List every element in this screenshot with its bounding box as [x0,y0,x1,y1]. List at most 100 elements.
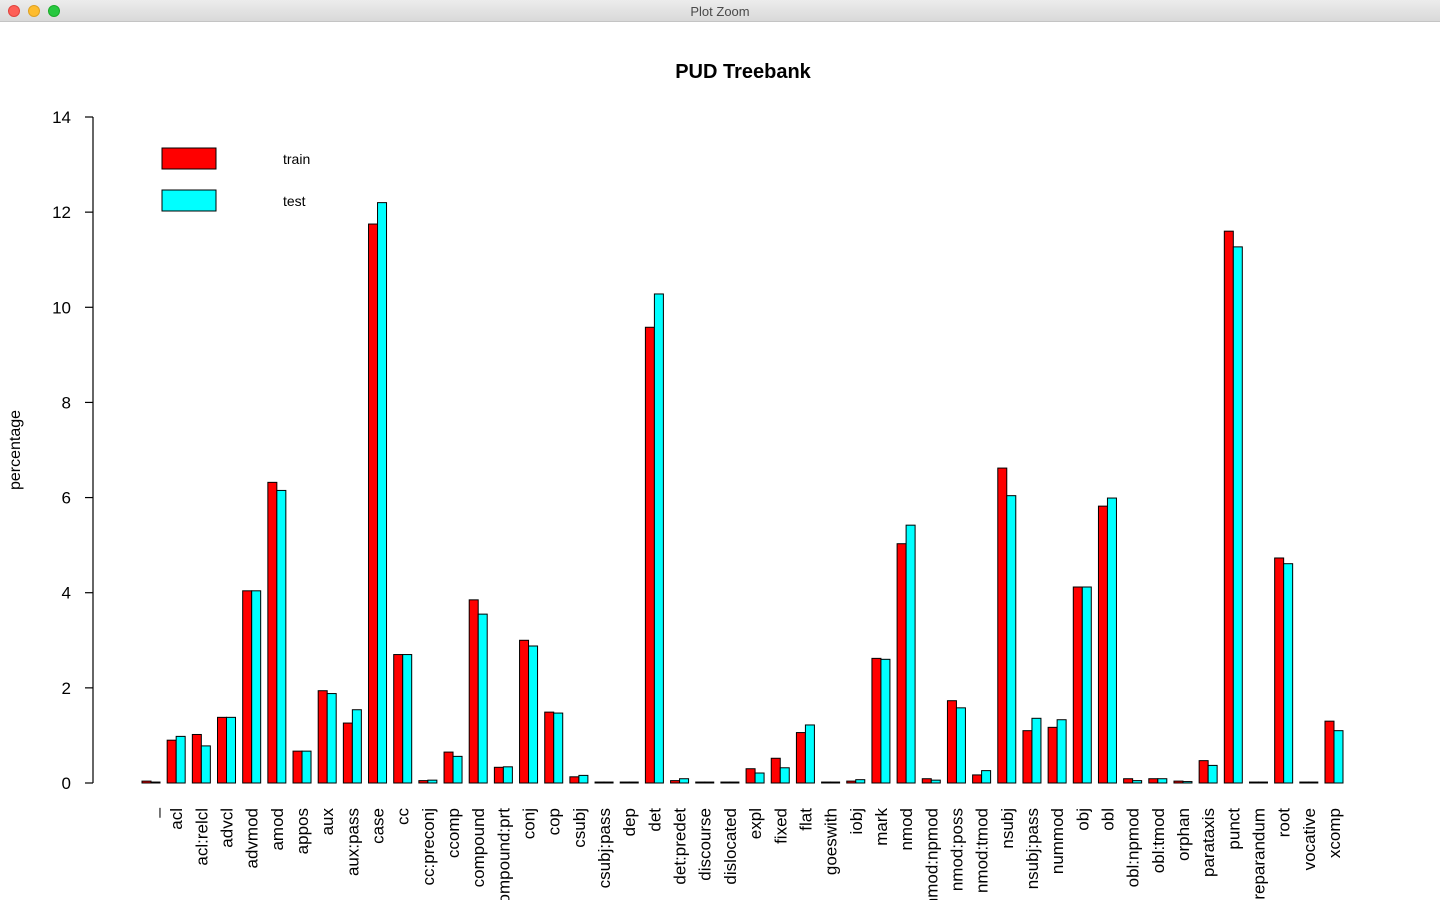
x-tick-label: nmod [897,808,916,851]
legend-swatch-test [161,189,217,212]
bar-train-goeswith [821,781,832,784]
bar-test-nmod-tmod [981,770,992,784]
chart-title: PUD Treebank [675,61,811,83]
bar-train-flat [795,732,806,784]
bar-test-expl [754,772,765,784]
bar-test-nmod-poss [955,707,966,784]
bar-train-vocative [1299,781,1310,784]
bar-test-fixed [779,767,790,784]
bar-train-aux-pass [342,722,353,784]
bar-test-dislocated [729,781,740,784]
x-tick-label: root [1275,808,1294,838]
bar-train-obj [1072,586,1083,784]
x-tick-label: aux [318,808,337,836]
bar-train-iobj [846,780,857,784]
x-tick-label: obl:npmod [1124,808,1143,887]
x-tick-label: nmod:poss [947,808,966,891]
x-tick-label: compound:prt [494,808,513,900]
bar-test-nsubj [1006,495,1017,784]
bar-test-goeswith [830,781,841,784]
x-tick-label: obl [1098,808,1117,831]
bar-test-ccomp [452,755,463,784]
bar-test-iobj [855,779,866,784]
y-tick-label: 14 [52,108,71,127]
legend-label-train: train [283,151,310,167]
bar-train-conj [519,639,530,784]
bar-test-case [377,202,388,784]
bar-train-aux [317,690,328,784]
bar-train-compound-prt [493,766,504,784]
x-tick-label: reparandum [1249,808,1268,900]
bar-test-parataxis [1207,764,1218,784]
bar-test-det-predet [679,778,690,784]
x-tick-label: punct [1224,808,1243,850]
bar-test-nsubj-pass [1031,717,1042,784]
x-tick-label: nmod:npmod [922,808,941,900]
x-tick-label: csubj:pass [595,808,614,888]
x-tick-label: advmod [243,808,262,868]
bar-test-root [1283,563,1294,784]
x-tick-label: nsubj [998,808,1017,849]
x-tick-label: cc:preconj [419,808,438,885]
bar-test-obl-npmod [1132,780,1143,784]
x-tick-label: expl [746,808,765,839]
bar-train-expl [745,768,756,784]
x-tick-label: iobj [847,808,866,834]
y-tick-label: 10 [52,298,71,317]
bars-group [141,202,1344,784]
bar-test-conj [528,645,539,784]
x-tick-label: vocative [1300,808,1319,870]
x-tick-label: orphan [1174,808,1193,861]
bar-train-reparandum [1248,781,1259,784]
y-axis: 0 2 4 6 8 10 12 14 [52,108,94,793]
bar-train-advcl [217,716,228,784]
bar-test-acl [175,735,186,784]
x-tick-label: case [369,808,388,844]
bar-train-appos [292,750,303,784]
maximize-window-button[interactable] [48,5,60,17]
bar-test-reparandum [1257,781,1268,784]
bar-test-advmod [251,590,262,784]
bar-train-parataxis [1198,760,1209,784]
bar-train-acl [166,739,177,784]
bar-train-cc [393,654,404,784]
bar-train-acl-relcl [191,733,202,784]
bar-train-advmod [242,590,253,784]
x-tick-label: fixed [771,808,790,844]
close-window-button[interactable] [8,5,20,17]
x-tick-label: appos [293,808,312,854]
x-tick-label: obj [1073,808,1092,831]
x-tick-label: ccomp [444,808,463,858]
bar-train-discourse [695,781,706,784]
bar-train-orphan [1173,780,1184,784]
bar-train-nmod [896,543,907,784]
x-tick-label: compound [469,808,488,887]
x-tick-label: xcomp [1325,808,1344,858]
bar-train-cop [544,711,555,784]
bar-train-punct [1223,230,1234,784]
x-tick-label: parataxis [1199,808,1218,877]
y-tick-label: 0 [62,774,71,793]
bar-test-advcl [226,716,237,784]
x-tick-label: nummod [1048,808,1067,874]
x-tick-label: det [645,808,664,832]
x-tick-label: obl:tmod [1149,808,1168,873]
bar-train-nmod-tmod [972,774,983,784]
bar-test-aux [326,693,337,784]
bar-train-xcomp [1324,720,1335,784]
bar-train-nmod-poss [946,700,957,784]
bar-train-cc-preconj [418,780,429,784]
bar-test-amod [276,489,287,784]
minimize-window-button[interactable] [28,5,40,17]
bar-train-det-predet [670,780,681,784]
bar-test-cc [402,654,413,784]
x-tick-label: discourse [696,808,715,881]
bar-test-punct [1232,246,1243,784]
bar-test-compound [477,613,488,784]
bar-train-nsubj-pass [1022,730,1033,784]
bar-test-csubj [578,774,589,784]
bar-train-nmod-npmod [921,778,932,784]
bar-test-acl-relcl [200,745,211,784]
bar-train-dislocated [720,781,731,784]
bar-test-csubj-pass [603,781,614,784]
